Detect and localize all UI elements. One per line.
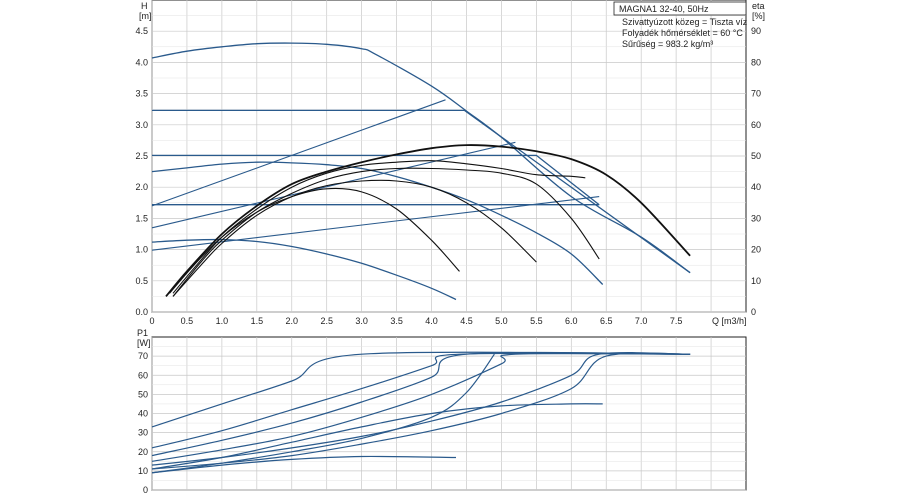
y-tick-label: 1.0 — [135, 245, 148, 255]
head-curve-2 — [152, 109, 691, 274]
y2-tick-label: 70 — [751, 89, 761, 99]
y-axis-unit: [m] — [139, 11, 152, 21]
p1-tick-label: 50 — [138, 389, 148, 399]
bottom-panel-curves — [151, 351, 691, 474]
x-tick-label: 0 — [149, 316, 154, 326]
power-curve-4 — [151, 352, 691, 462]
p1-tick-label: 20 — [138, 447, 148, 457]
x-tick-label: 4.0 — [425, 316, 438, 326]
power-curve-3 — [151, 351, 691, 457]
x-tick-label: 7.0 — [635, 316, 648, 326]
chart-title: MAGNA1 32-40, 50Hz — [619, 4, 709, 14]
y-tick-label: 3.0 — [135, 120, 148, 130]
y2-tick-label: 20 — [751, 245, 761, 255]
x-tick-label: 6.0 — [565, 316, 578, 326]
y-tick-label: 2.5 — [135, 151, 148, 161]
head-curve-5 — [151, 161, 604, 285]
x-tick-label: 5.0 — [495, 316, 508, 326]
x-tick-label: 6.5 — [600, 316, 613, 326]
p1-tick-label: 60 — [138, 370, 148, 380]
y-tick-label: 1.5 — [135, 213, 148, 223]
power-curve-8 — [151, 403, 603, 470]
power-curve-6 — [151, 352, 691, 470]
y2-tick-label: 90 — [751, 26, 761, 36]
y-tick-label: 4.5 — [135, 26, 148, 36]
annotation-density: Sűrűség = 983.2 kg/m³ — [622, 39, 713, 49]
y2-axis-label: eta — [752, 1, 765, 11]
p1-tick-label: 10 — [138, 466, 148, 476]
x-tick-label: 4.5 — [460, 316, 473, 326]
power-curve-7 — [151, 353, 495, 474]
top-panel-curves — [151, 42, 691, 301]
bottom-panel-grid — [151, 336, 747, 491]
y-axis-label: H — [141, 1, 148, 11]
head-curve-6 — [151, 238, 457, 301]
efficiency-curve-4 — [172, 179, 537, 297]
annotation-temperature: Folyadék hőmérséklet = 60 °C — [622, 28, 743, 38]
annotation-medium: Szivattyúzott közeg = Tiszta víz — [622, 17, 748, 27]
x-tick-label: 7.5 — [670, 316, 683, 326]
y2-tick-label: 60 — [751, 120, 761, 130]
y-tick-label: 0.0 — [135, 307, 148, 317]
x-tick-label: 5.5 — [530, 316, 543, 326]
p1-axis-unit: [W] — [137, 338, 151, 348]
y-tick-label: 3.5 — [135, 89, 148, 99]
y2-tick-label: 10 — [751, 276, 761, 286]
p1-axis-label: P1 — [137, 328, 148, 338]
x-tick-label: 3.0 — [355, 316, 368, 326]
system-curve-1 — [151, 99, 446, 207]
head-curve-3 — [152, 154, 600, 206]
efficiency-curve-3 — [172, 167, 600, 297]
y2-tick-label: 0 — [751, 307, 756, 317]
y-tick-label: 0.5 — [135, 276, 148, 286]
p1-tick-label: 40 — [138, 409, 148, 419]
y2-tick-label: 80 — [751, 57, 761, 67]
axis-labels: 0 0.5 1.0 1.5 2.0 2.5 3.0 3.5 4.0 4.5 5.0 5.5 6.0 6.5… — [135, 26, 761, 495]
system-curve-2 — [151, 141, 516, 229]
power-curve-2 — [151, 352, 691, 449]
power-curve-9 — [151, 455, 457, 474]
y-tick-label: 2.0 — [135, 182, 148, 192]
y2-tick-label: 40 — [751, 182, 761, 192]
title-box — [613, 1, 747, 16]
x-tick-label: 1.5 — [251, 316, 264, 326]
x-axis-label: Q [m3/h] — [712, 316, 747, 326]
y2-tick-label: 30 — [751, 213, 761, 223]
p1-tick-label: 30 — [138, 428, 148, 438]
p1-tick-label: 70 — [138, 351, 148, 361]
power-curve-5 — [151, 352, 691, 466]
y2-axis-unit: [%] — [752, 11, 765, 21]
x-tick-label: 2.5 — [320, 316, 333, 326]
x-tick-label: 3.5 — [390, 316, 403, 326]
y-tick-label: 4.0 — [135, 57, 148, 67]
head-curve-1 — [151, 42, 691, 274]
x-tick-label: 2.0 — [286, 316, 299, 326]
x-tick-label: 1.0 — [216, 316, 229, 326]
efficiency-curve-1 — [165, 144, 691, 297]
system-curve-3 — [151, 196, 600, 251]
x-tick-label: 0.5 — [181, 316, 194, 326]
efficiency-curve-5 — [169, 187, 460, 294]
y2-tick-label: 50 — [751, 151, 761, 161]
p1-tick-label: 0 — [143, 485, 148, 495]
